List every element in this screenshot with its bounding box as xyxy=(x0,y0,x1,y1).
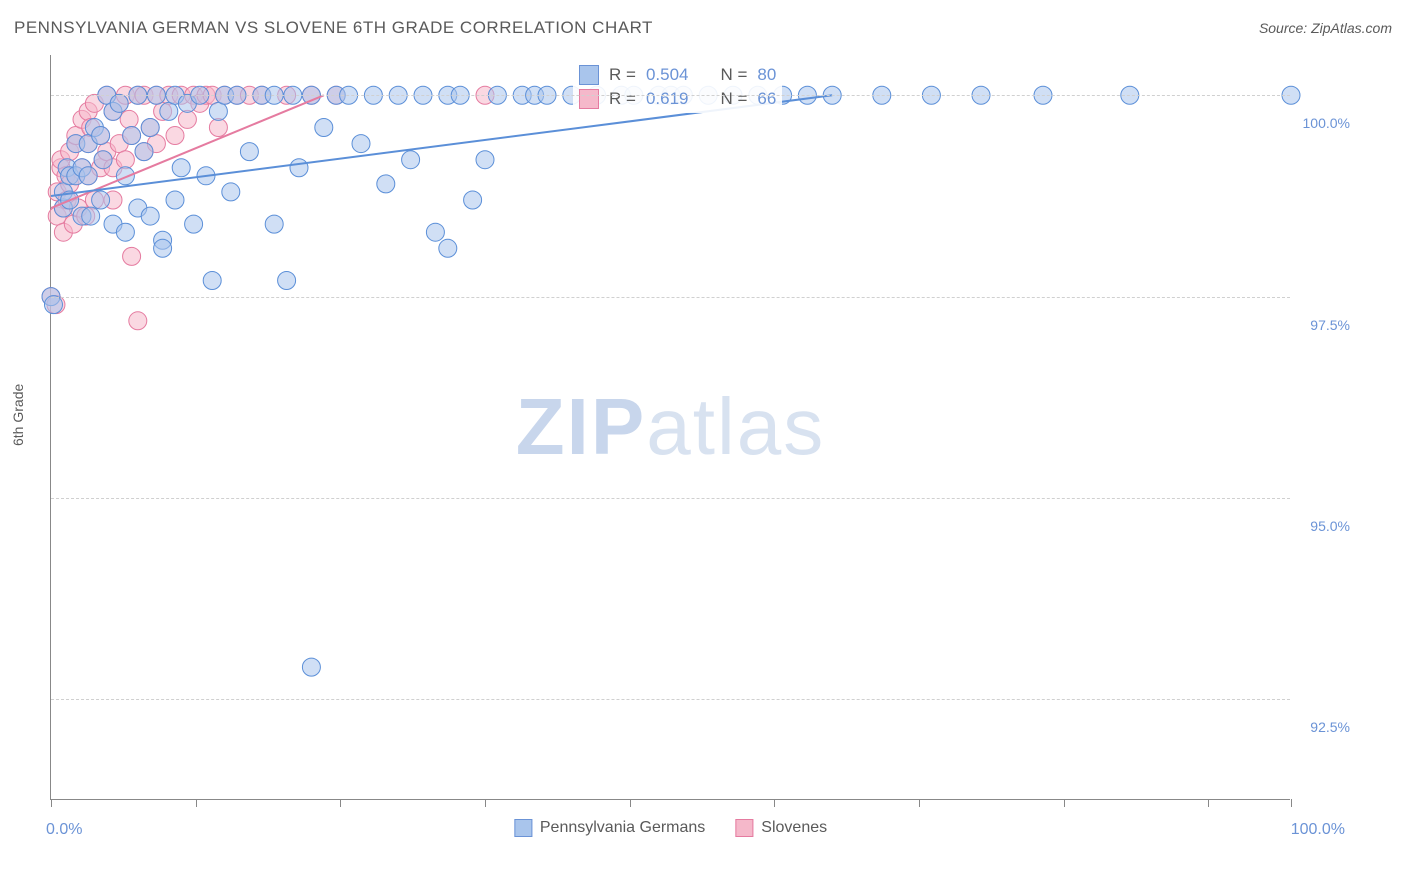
legend-item-a: Pennsylvania Germans xyxy=(514,819,705,837)
data-point xyxy=(44,296,62,314)
plot-area: ZIPatlas R = 0.504 N = 80 R = 0.619 N = … xyxy=(50,55,1290,800)
data-point xyxy=(110,94,128,112)
x-tick xyxy=(774,799,775,807)
data-point xyxy=(116,223,134,241)
data-point xyxy=(94,151,112,169)
stats-n-label-a: N = xyxy=(720,65,747,85)
chart-title: PENNSYLVANIA GERMAN VS SLOVENE 6TH GRADE… xyxy=(14,18,653,38)
stats-r-label-a: R = xyxy=(609,65,636,85)
gridline-h xyxy=(51,297,1290,298)
data-point xyxy=(476,151,494,169)
legend-swatch-a xyxy=(514,819,532,837)
source-attribution: Source: ZipAtlas.com xyxy=(1259,20,1392,36)
data-point xyxy=(464,191,482,209)
data-point xyxy=(290,159,308,177)
y-tick-label: 92.5% xyxy=(1310,719,1350,735)
legend-label-a: Pennsylvania Germans xyxy=(540,819,705,837)
data-point xyxy=(160,102,178,120)
data-point xyxy=(302,658,320,676)
data-point xyxy=(92,191,110,209)
data-point xyxy=(120,110,138,128)
stats-swatch-b xyxy=(579,89,599,109)
data-point xyxy=(123,127,141,145)
data-point xyxy=(203,272,221,290)
data-point xyxy=(92,127,110,145)
x-label-left: 0.0% xyxy=(46,821,82,839)
stats-box: R = 0.504 N = 80 R = 0.619 N = 66 xyxy=(573,61,782,113)
data-point xyxy=(185,215,203,233)
stats-row-a: R = 0.504 N = 80 xyxy=(579,63,776,87)
data-point xyxy=(141,118,159,136)
y-tick-label: 97.5% xyxy=(1310,317,1350,333)
x-tick xyxy=(196,799,197,807)
gridline-h xyxy=(51,498,1290,499)
x-tick xyxy=(919,799,920,807)
y-axis-title: 6th Grade xyxy=(10,384,26,446)
data-point xyxy=(265,215,283,233)
data-point xyxy=(178,110,196,128)
stats-r-value-b: 0.619 xyxy=(646,89,689,109)
stats-swatch-a xyxy=(579,65,599,85)
stats-r-value-a: 0.504 xyxy=(646,65,689,85)
data-point xyxy=(116,167,134,185)
x-tick xyxy=(340,799,341,807)
data-point xyxy=(129,312,147,330)
data-point xyxy=(135,143,153,161)
x-tick xyxy=(485,799,486,807)
data-point xyxy=(141,207,159,225)
data-point xyxy=(426,223,444,241)
x-tick xyxy=(1208,799,1209,807)
legend-label-b: Slovenes xyxy=(761,819,827,837)
data-point xyxy=(222,183,240,201)
gridline-h xyxy=(51,95,1290,96)
stats-row-b: R = 0.619 N = 66 xyxy=(579,87,776,111)
data-point xyxy=(240,143,258,161)
x-tick xyxy=(630,799,631,807)
data-point xyxy=(402,151,420,169)
legend-item-b: Slovenes xyxy=(735,819,827,837)
x-tick xyxy=(1064,799,1065,807)
data-point xyxy=(377,175,395,193)
data-point xyxy=(123,247,141,265)
y-tick-label: 95.0% xyxy=(1310,518,1350,534)
x-tick xyxy=(1291,799,1292,807)
stats-n-label-b: N = xyxy=(720,89,747,109)
y-tick-label: 100.0% xyxy=(1303,115,1350,131)
stats-n-value-b: 66 xyxy=(757,89,776,109)
x-tick xyxy=(51,799,52,807)
data-point xyxy=(315,118,333,136)
stats-r-label-b: R = xyxy=(609,89,636,109)
data-point xyxy=(79,167,97,185)
data-point xyxy=(172,159,190,177)
legend-swatch-b xyxy=(735,819,753,837)
gridline-h xyxy=(51,699,1290,700)
data-point xyxy=(116,151,134,169)
data-point xyxy=(278,272,296,290)
data-point xyxy=(439,239,457,257)
data-point xyxy=(352,135,370,153)
data-point xyxy=(166,127,184,145)
stats-n-value-a: 80 xyxy=(757,65,776,85)
data-point xyxy=(209,118,227,136)
chart-svg xyxy=(51,55,1290,799)
legend: Pennsylvania Germans Slovenes xyxy=(514,819,827,837)
x-label-right: 100.0% xyxy=(1291,821,1345,839)
data-point xyxy=(82,207,100,225)
data-point xyxy=(154,239,172,257)
data-point xyxy=(166,191,184,209)
data-point xyxy=(209,102,227,120)
